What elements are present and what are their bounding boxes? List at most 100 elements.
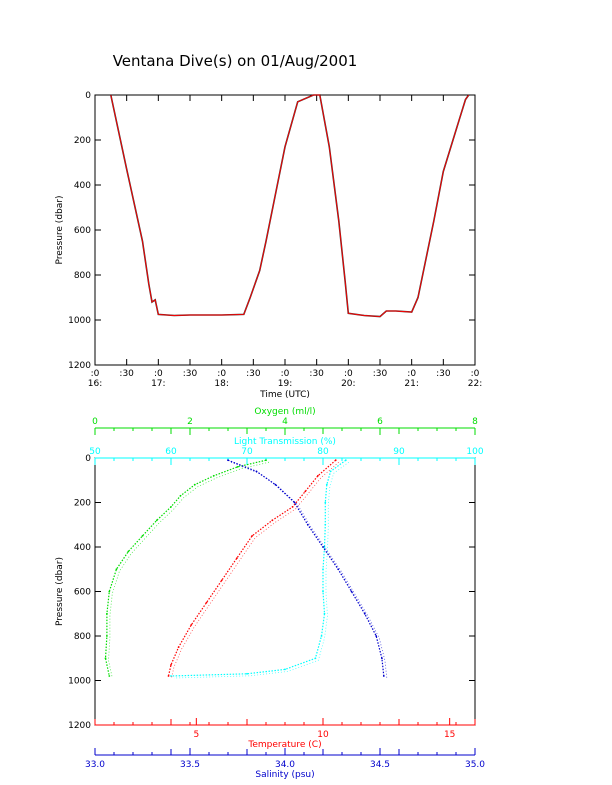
x-tick-label: 16: bbox=[88, 379, 102, 389]
profile-point bbox=[344, 459, 347, 462]
x-tick-label: :30 bbox=[373, 369, 388, 379]
x-tick-label: :0 bbox=[281, 369, 290, 379]
profile-point bbox=[106, 612, 108, 615]
x-tick-label: :30 bbox=[246, 369, 261, 379]
profile-point bbox=[220, 579, 223, 582]
profile-point bbox=[382, 675, 385, 677]
profile-point bbox=[170, 664, 172, 666]
profile-point bbox=[236, 557, 238, 559]
axis-label: Oxygen (ml/l) bbox=[254, 407, 315, 417]
axis-label: Temperature (C) bbox=[247, 740, 321, 750]
axis-tick-label: 80 bbox=[317, 447, 329, 457]
x-axis-label: Time (UTC) bbox=[259, 390, 310, 400]
y-tick-label: 1200 bbox=[68, 361, 91, 371]
profile-point bbox=[322, 546, 324, 548]
profile-series-upcast bbox=[173, 461, 350, 679]
x-tick-label: :0 bbox=[217, 369, 226, 379]
profile-point bbox=[108, 675, 111, 677]
x-tick-label: :0 bbox=[407, 369, 416, 379]
x-tick-label: :0 bbox=[471, 369, 480, 379]
axis-tick-label: 50 bbox=[89, 447, 101, 457]
profile-point bbox=[170, 506, 172, 508]
profile-point bbox=[236, 466, 239, 468]
profile-point bbox=[375, 635, 378, 637]
axis-tick-label: 35.0 bbox=[465, 760, 485, 770]
profile-series bbox=[227, 459, 385, 677]
x-tick-label: :30 bbox=[119, 369, 134, 379]
y-tick-label: 200 bbox=[74, 136, 91, 146]
profile-point bbox=[127, 550, 130, 553]
axis-tick-label: 100 bbox=[466, 447, 483, 457]
profile-point bbox=[155, 519, 158, 522]
profile-point bbox=[323, 612, 326, 615]
profile-point bbox=[271, 519, 274, 522]
x-tick-label: 21: bbox=[404, 379, 418, 389]
profile-point bbox=[227, 459, 229, 462]
plot-frame bbox=[94, 457, 476, 726]
x-tick-label: 19: bbox=[278, 379, 292, 389]
profile-point bbox=[205, 601, 208, 604]
x-tick-label: :30 bbox=[436, 369, 451, 379]
y-tick-label: 200 bbox=[74, 499, 91, 509]
profile-point bbox=[177, 646, 180, 648]
axis-tick-label: 10 bbox=[317, 730, 329, 740]
y-tick-label: 400 bbox=[74, 543, 91, 553]
profile-point bbox=[108, 590, 111, 593]
profile-series bbox=[104, 459, 267, 677]
x-tick-label: :0 bbox=[344, 369, 353, 379]
x-tick-label: :30 bbox=[309, 369, 324, 379]
axis-tick-label: 70 bbox=[241, 447, 253, 457]
y-tick-label: 1000 bbox=[68, 316, 91, 326]
x-tick-label: 17: bbox=[151, 379, 165, 389]
axis-tick-label: 5 bbox=[193, 730, 199, 740]
y-tick-label: 1000 bbox=[68, 677, 91, 687]
page-title: Ventana Dive(s) on 01/Aug/2001 bbox=[113, 52, 358, 70]
profile-point bbox=[320, 635, 323, 637]
axis-tick-label: 33.0 bbox=[85, 760, 105, 770]
profile-point bbox=[167, 675, 170, 677]
x-tick-label: :0 bbox=[91, 369, 100, 379]
profile-point bbox=[337, 568, 340, 571]
profile-series bbox=[170, 459, 347, 677]
pressure-line bbox=[110, 94, 470, 318]
profile-point bbox=[322, 590, 324, 593]
profile-point bbox=[324, 501, 327, 504]
profile-point bbox=[350, 590, 353, 593]
y-tick-label: 0 bbox=[85, 454, 91, 464]
y-tick-label: 800 bbox=[74, 271, 91, 281]
axis-tick-label: 33.5 bbox=[180, 760, 200, 770]
axis-tick-label: 8 bbox=[472, 417, 478, 427]
profile-point bbox=[246, 672, 248, 675]
x-tick-label: :30 bbox=[183, 369, 198, 379]
axis-tick-label: 2 bbox=[187, 417, 193, 427]
axis-tick-label: 60 bbox=[165, 447, 177, 457]
profile-point bbox=[324, 523, 327, 526]
profile-point bbox=[317, 474, 319, 477]
axis-tick-label: 15 bbox=[444, 730, 455, 740]
profile-point bbox=[115, 568, 118, 571]
y-tick-label: 1200 bbox=[68, 721, 91, 731]
x-tick-label: 20: bbox=[341, 379, 355, 389]
axis-label: Salinity (psu) bbox=[255, 770, 314, 780]
profile-point bbox=[322, 568, 324, 571]
axis-tick-label: 34.5 bbox=[370, 760, 390, 770]
profile-series-upcast bbox=[108, 461, 270, 679]
x-tick-label: 18: bbox=[214, 379, 228, 389]
profile-series bbox=[167, 459, 337, 677]
profile-point bbox=[334, 459, 337, 462]
profile-point bbox=[304, 490, 307, 493]
axis-tick-label: 0 bbox=[92, 417, 98, 427]
y-tick-label: 0 bbox=[85, 91, 91, 101]
axis-label: Light Transmission (%) bbox=[234, 437, 336, 447]
profile-series-upcast bbox=[230, 461, 388, 679]
y-tick-label: 600 bbox=[74, 226, 91, 236]
y-tick-label: 400 bbox=[74, 181, 91, 191]
ctd-profile-chart: 0 200 400 600 800 1000 1200 Pressure (dbar) 0 2 4 6… bbox=[55, 407, 485, 780]
profile-point bbox=[274, 483, 277, 486]
profile-point bbox=[255, 470, 258, 473]
profile-point bbox=[314, 657, 317, 660]
y-tick-label: 800 bbox=[74, 632, 91, 642]
x-tick-label: 22: bbox=[468, 379, 482, 389]
